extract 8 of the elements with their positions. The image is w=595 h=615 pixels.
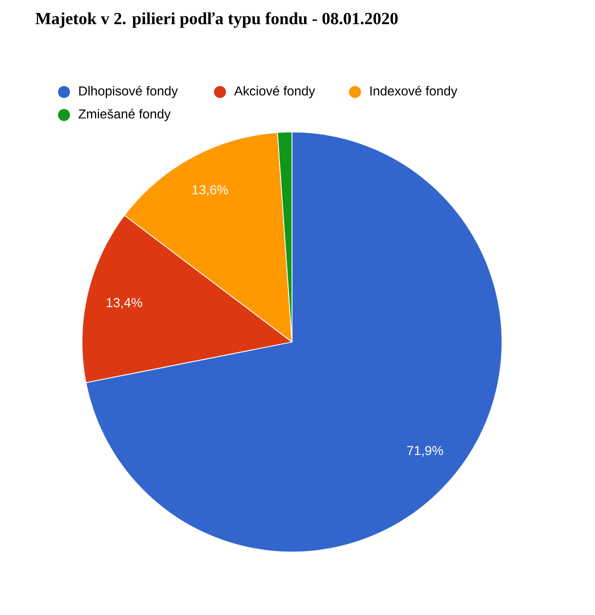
data-label: 71,9%: [407, 446, 444, 457]
legend-label: Akciové fondy: [234, 86, 316, 98]
data-label: 13,6%: [192, 185, 228, 196]
chart-title: Majetok v 2. pilieri podľa typu fondu - 08.01.2020: [36, 12, 398, 28]
legend-label: Zmiešané fondy: [78, 108, 171, 122]
legend-label: Dlhopisové fondy: [79, 86, 178, 98]
legend-label: Indexové fondy: [370, 86, 458, 98]
data-label: 13,4%: [106, 298, 142, 309]
